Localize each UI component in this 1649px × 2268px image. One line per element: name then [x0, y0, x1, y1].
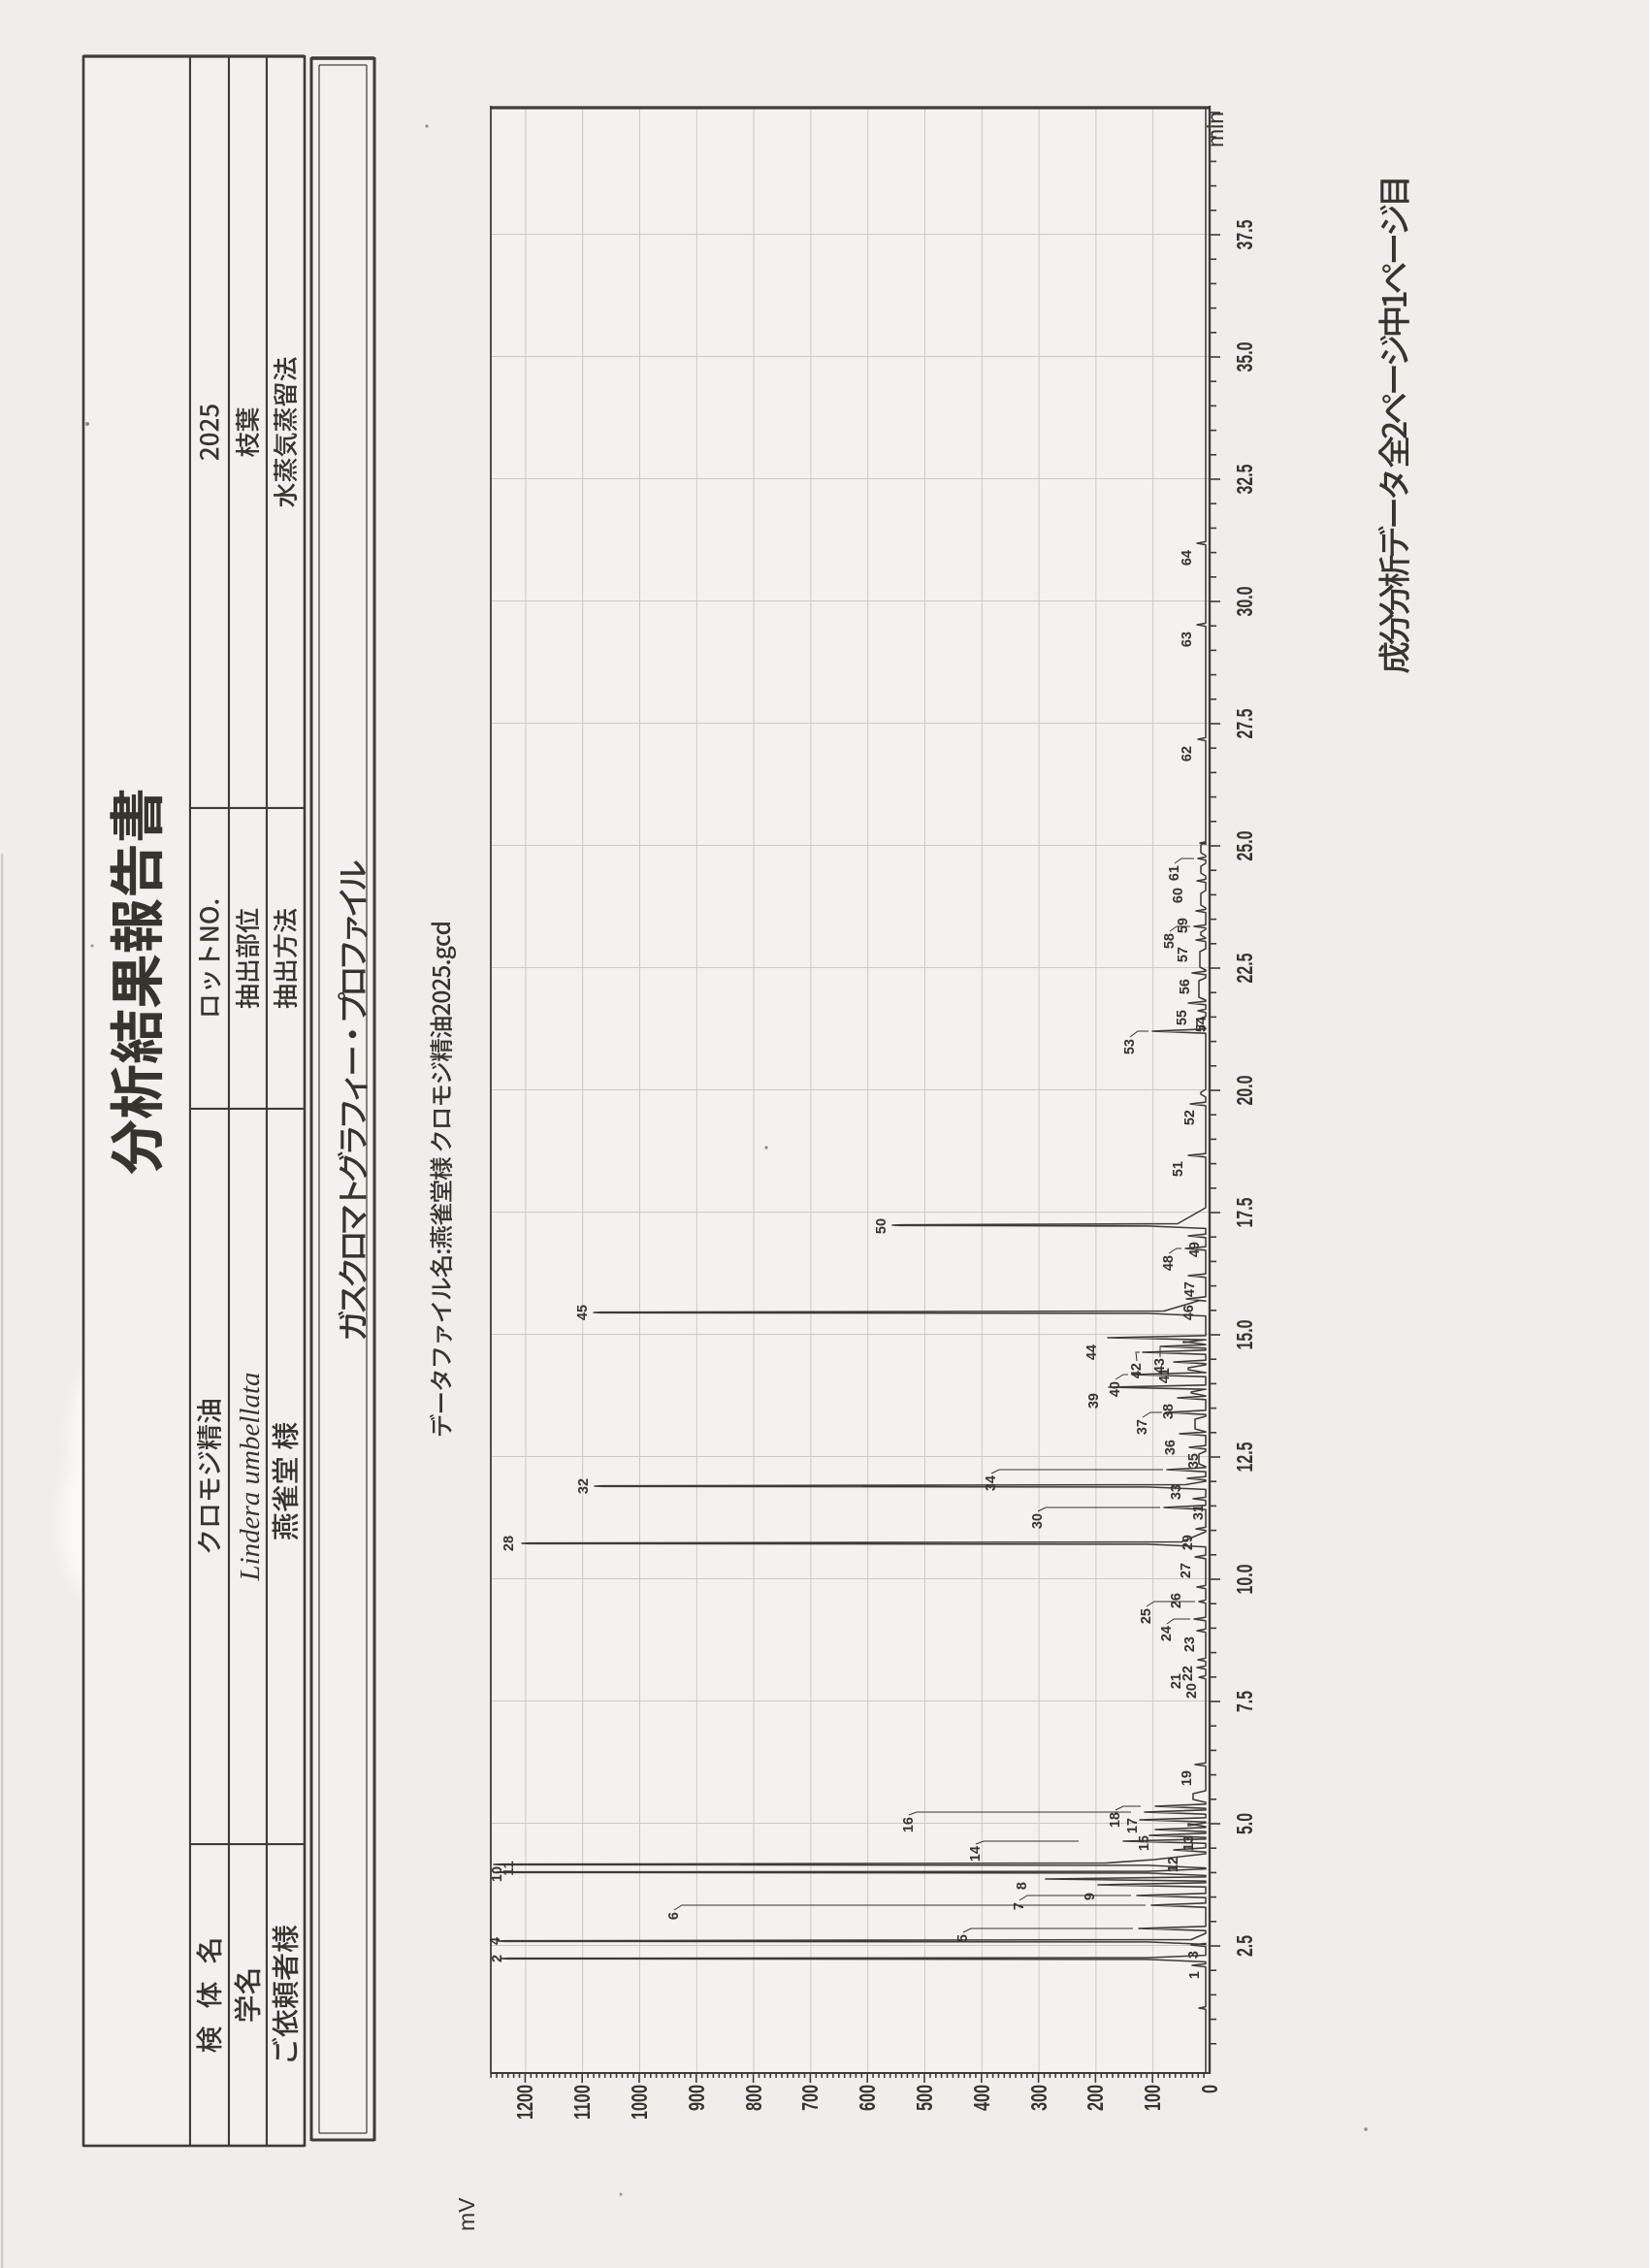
svg-text:47: 47: [1182, 1281, 1198, 1297]
svg-text:16: 16: [901, 1817, 917, 1832]
svg-text:38: 38: [1161, 1404, 1177, 1419]
svg-text:53: 53: [1122, 1039, 1138, 1054]
svg-text:1200: 1200: [512, 2085, 537, 2120]
svg-text:24: 24: [1159, 1626, 1175, 1641]
svg-text:37: 37: [1135, 1419, 1150, 1435]
svg-text:12.5: 12.5: [1232, 1442, 1257, 1472]
svg-text:11: 11: [501, 1861, 517, 1875]
svg-text:41: 41: [1157, 1368, 1173, 1383]
svg-text:32.5: 32.5: [1232, 464, 1257, 494]
svg-text:26: 26: [1169, 1593, 1184, 1608]
svg-text:20.0: 20.0: [1232, 1076, 1257, 1106]
svg-text:6: 6: [666, 1912, 682, 1920]
svg-text:28: 28: [501, 1536, 517, 1551]
svg-text:42: 42: [1129, 1363, 1145, 1378]
svg-text:300: 300: [1026, 2085, 1051, 2111]
svg-text:7.5: 7.5: [1232, 1691, 1257, 1712]
svg-text:46: 46: [1181, 1305, 1197, 1320]
svg-text:59: 59: [1176, 918, 1191, 933]
svg-text:33: 33: [1169, 1484, 1184, 1500]
svg-text:8: 8: [1015, 1882, 1030, 1890]
svg-text:10: 10: [490, 1866, 505, 1882]
svg-text:35: 35: [1186, 1453, 1202, 1469]
svg-text:12: 12: [1166, 1857, 1181, 1872]
svg-text:60: 60: [1171, 888, 1186, 903]
svg-text:1100: 1100: [569, 2085, 595, 2120]
svg-text:13: 13: [1181, 1835, 1197, 1851]
svg-text:55: 55: [1175, 1010, 1190, 1025]
svg-text:23: 23: [1182, 1636, 1198, 1652]
svg-text:35.0: 35.0: [1232, 342, 1257, 373]
svg-text:30.0: 30.0: [1232, 587, 1257, 617]
svg-text:44: 44: [1084, 1345, 1100, 1360]
svg-text:400: 400: [969, 2085, 994, 2111]
svg-text:20: 20: [1184, 1683, 1200, 1699]
svg-text:25: 25: [1139, 1608, 1154, 1624]
svg-text:63: 63: [1180, 632, 1195, 647]
svg-text:43: 43: [1152, 1358, 1168, 1374]
svg-text:64: 64: [1180, 550, 1195, 566]
svg-text:50: 50: [874, 1218, 889, 1234]
svg-text:27: 27: [1179, 1563, 1194, 1578]
svg-text:30: 30: [1030, 1513, 1046, 1529]
svg-text:1: 1: [1187, 1971, 1203, 1979]
svg-text:9: 9: [1083, 1893, 1098, 1900]
svg-text:61: 61: [1167, 865, 1182, 881]
svg-text:500: 500: [912, 2085, 937, 2111]
svg-text:5: 5: [955, 1934, 971, 1942]
svg-text:Lindera umbellata: Lindera umbellata: [235, 1372, 266, 1581]
svg-text:17: 17: [1125, 1818, 1141, 1833]
svg-text:0: 0: [1197, 2085, 1222, 2093]
svg-text:22: 22: [1180, 1666, 1196, 1681]
svg-text:48: 48: [1161, 1255, 1177, 1271]
svg-text:36: 36: [1163, 1440, 1179, 1455]
svg-text:25.0: 25.0: [1232, 831, 1257, 861]
svg-text:5.0: 5.0: [1232, 1813, 1257, 1834]
svg-text:29: 29: [1180, 1535, 1196, 1550]
svg-text:62: 62: [1180, 746, 1195, 761]
svg-text:600: 600: [855, 2085, 880, 2111]
svg-text:10.0: 10.0: [1232, 1565, 1257, 1595]
svg-text:56: 56: [1178, 979, 1193, 994]
svg-text:3: 3: [1186, 1951, 1202, 1959]
svg-text:49: 49: [1187, 1242, 1203, 1257]
svg-text:7: 7: [1012, 1902, 1027, 1910]
svg-text:22.5: 22.5: [1232, 953, 1257, 983]
svg-text:51: 51: [1171, 1161, 1186, 1177]
svg-text:19: 19: [1180, 1770, 1195, 1786]
svg-text:14: 14: [968, 1846, 984, 1862]
svg-text:18: 18: [1108, 1812, 1123, 1828]
svg-text:4: 4: [488, 1937, 503, 1945]
svg-text:58: 58: [1162, 933, 1178, 949]
svg-text:100: 100: [1140, 2085, 1165, 2111]
svg-text:900: 900: [684, 2085, 709, 2111]
svg-text:45: 45: [575, 1305, 591, 1320]
svg-text:min: min: [1203, 112, 1228, 147]
svg-text:1000: 1000: [627, 2085, 652, 2120]
svg-text:200: 200: [1083, 2085, 1108, 2111]
svg-text:54: 54: [1194, 1017, 1210, 1032]
svg-text:40: 40: [1108, 1381, 1123, 1397]
svg-text:21: 21: [1169, 1673, 1184, 1689]
svg-text:2: 2: [490, 1955, 505, 1962]
svg-text:52: 52: [1182, 1110, 1198, 1125]
svg-text:37.5: 37.5: [1232, 219, 1257, 249]
svg-text:800: 800: [741, 2085, 766, 2111]
svg-text:39: 39: [1086, 1393, 1102, 1409]
svg-text:2.5: 2.5: [1232, 1935, 1257, 1957]
svg-text:15: 15: [1137, 1835, 1152, 1851]
svg-text:32: 32: [576, 1478, 592, 1494]
svg-text:17.5: 17.5: [1232, 1197, 1257, 1227]
svg-text:31: 31: [1191, 1505, 1207, 1520]
svg-text:34: 34: [984, 1475, 999, 1491]
svg-text:57: 57: [1176, 947, 1191, 962]
svg-text:27.5: 27.5: [1232, 708, 1257, 738]
svg-text:mV: mV: [454, 2197, 479, 2231]
svg-text:15.0: 15.0: [1232, 1320, 1257, 1350]
svg-text:700: 700: [797, 2085, 823, 2111]
